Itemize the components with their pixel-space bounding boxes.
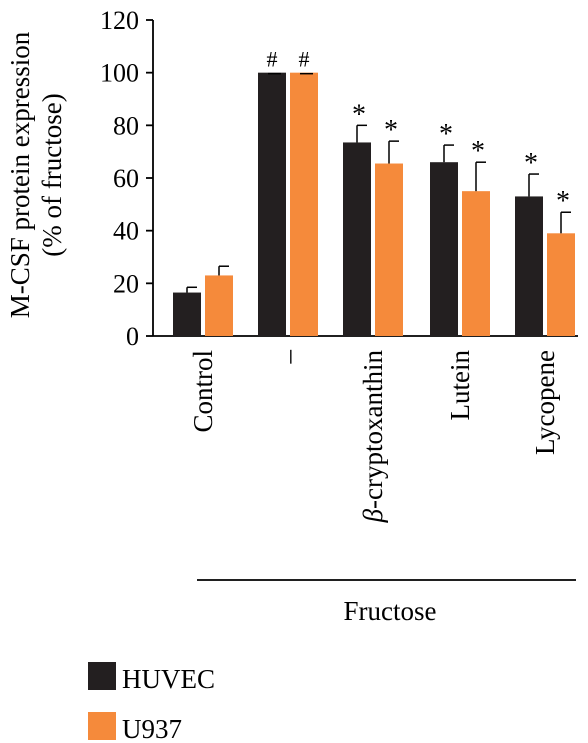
bar bbox=[430, 162, 458, 336]
significance-mark: # bbox=[299, 47, 310, 72]
x-tick-label-prefix: β bbox=[358, 508, 388, 523]
bar bbox=[515, 196, 543, 336]
x-tick-labels: Control – β-cryptoxanthin Lutein Lycopene bbox=[188, 350, 560, 524]
significance-mark: * bbox=[352, 99, 366, 130]
legend: HUVEC U937 bbox=[88, 662, 215, 743]
y-tick-label: 120 bbox=[100, 6, 139, 35]
significance-mark: * bbox=[439, 119, 453, 150]
axes: 0 20 40 60 80 100 120 bbox=[100, 6, 578, 351]
bar bbox=[258, 72, 286, 337]
bar bbox=[462, 191, 490, 336]
bar bbox=[375, 163, 403, 336]
fructose-group: Fructose bbox=[197, 579, 576, 626]
x-tick-label: Control bbox=[188, 350, 218, 433]
y-tick-label: 0 bbox=[126, 322, 139, 351]
bar bbox=[205, 275, 233, 336]
y-axis-label-line-2: (% of fructose) bbox=[37, 93, 67, 256]
y-tick-label: 80 bbox=[113, 111, 139, 140]
y-tick-label: 20 bbox=[113, 269, 139, 298]
bar bbox=[173, 292, 201, 336]
significance-mark: # bbox=[267, 47, 278, 72]
y-tick-label: 60 bbox=[113, 164, 139, 193]
legend-label: HUVEC bbox=[122, 664, 215, 694]
y-axis-label-line-1: M-CSF protein expression bbox=[5, 31, 35, 318]
bar bbox=[290, 72, 318, 337]
legend-swatch bbox=[88, 662, 116, 690]
y-tick-label: 100 bbox=[100, 59, 139, 88]
significance-mark: * bbox=[556, 186, 570, 217]
bar bbox=[547, 233, 575, 336]
legend-label: U937 bbox=[122, 714, 182, 743]
legend-swatch bbox=[88, 712, 116, 740]
x-tick-label-text: Lutein bbox=[445, 350, 475, 421]
significance-mark: * bbox=[524, 148, 538, 179]
y-tick-label: 40 bbox=[113, 217, 139, 246]
x-tick-label: Lycopene bbox=[530, 350, 560, 455]
bars: # * * * # * * * bbox=[173, 47, 575, 337]
x-tick-label: β-cryptoxanthin bbox=[358, 350, 388, 524]
significance-mark: * bbox=[471, 136, 485, 167]
x-tick-label-text: -cryptoxanthin bbox=[358, 350, 388, 509]
significance-mark: * bbox=[384, 115, 398, 146]
y-axis-label: M-CSF protein expression (% of fructose) bbox=[5, 31, 67, 318]
group-label: Fructose bbox=[344, 596, 437, 626]
x-tick-label-text: Lycopene bbox=[530, 350, 560, 455]
x-tick-label-text: Control bbox=[188, 350, 218, 433]
x-tick-label-text: – bbox=[273, 350, 303, 365]
x-tick-label: – bbox=[273, 350, 303, 365]
bar bbox=[343, 142, 371, 336]
x-tick-label: Lutein bbox=[445, 350, 475, 421]
